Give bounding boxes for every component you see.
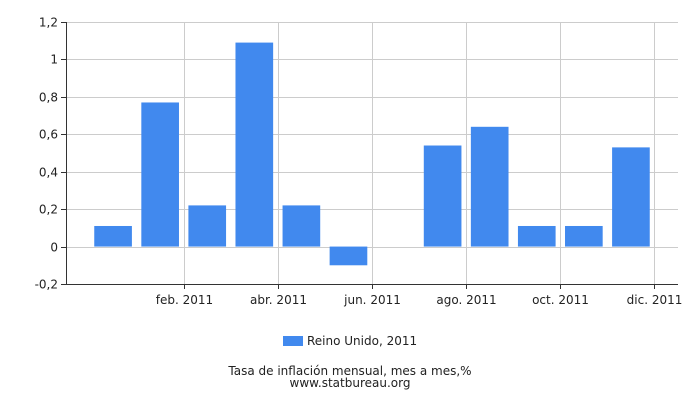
bar bbox=[235, 42, 274, 247]
bar bbox=[329, 246, 368, 266]
bar bbox=[188, 205, 227, 247]
bar bbox=[470, 126, 509, 247]
bar bbox=[282, 205, 321, 247]
bar bbox=[141, 102, 179, 247]
tick-labels: -0,2 0 0,2 0,4 0,6 0,8 1 1,2 feb. 2011 abr. 2011 j… bbox=[35, 16, 683, 308]
bars bbox=[94, 42, 650, 266]
legend-swatch bbox=[283, 336, 303, 346]
y-tick-label: 0,8 bbox=[39, 91, 58, 105]
y-tick-label: 0,4 bbox=[39, 166, 58, 180]
y-tick-label: -0,2 bbox=[35, 278, 58, 292]
chart-caption: Tasa de inflación mensual, mes a mes,% bbox=[228, 364, 472, 378]
x-tick-label: jun. 2011 bbox=[343, 293, 401, 307]
legend: Reino Unido, 2011 bbox=[283, 333, 417, 349]
bar bbox=[517, 225, 556, 247]
y-tick-label: 0,6 bbox=[39, 128, 58, 142]
bar bbox=[565, 225, 603, 247]
x-tick-label: oct. 2011 bbox=[532, 293, 589, 307]
y-tick-label: 0,2 bbox=[39, 203, 58, 217]
x-tick-label: ago. 2011 bbox=[436, 293, 496, 307]
y-tick-label: 1 bbox=[50, 53, 58, 67]
legend-label: Reino Unido, 2011 bbox=[307, 334, 418, 348]
bar bbox=[94, 225, 132, 247]
x-tick-label: abr. 2011 bbox=[250, 293, 307, 307]
source-link[interactable]: www.statbureau.org bbox=[289, 376, 411, 390]
bar bbox=[423, 145, 462, 247]
x-tick-label: dic. 2011 bbox=[627, 293, 683, 307]
bar bbox=[612, 147, 650, 247]
y-tick-label: 0 bbox=[50, 241, 58, 255]
axes bbox=[61, 22, 678, 289]
chart-canvas: -0,2 0 0,2 0,4 0,6 0,8 1 1,2 feb. 2011 abr. 2011 j… bbox=[35, 16, 683, 308]
y-tick-label: 1,2 bbox=[39, 16, 58, 30]
x-tick-label: feb. 2011 bbox=[156, 293, 213, 307]
